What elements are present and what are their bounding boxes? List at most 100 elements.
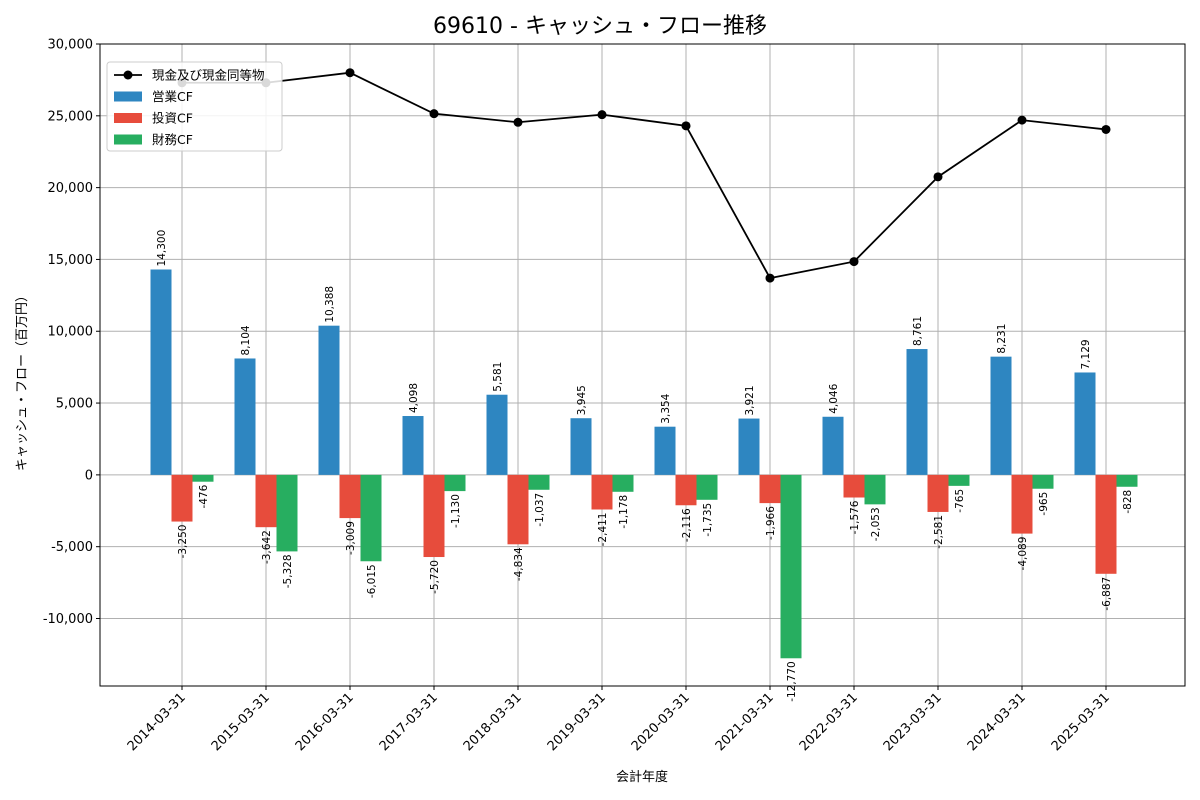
bar-value-label: -6,887 [1101,577,1113,611]
y-tick-label: 10,000 [48,325,94,340]
x-tick-label: 2022-03-31 [797,690,861,754]
cash-point [429,109,439,119]
bar-value-label: 8,231 [996,324,1008,354]
bar [486,394,508,475]
legend-swatch [114,91,142,102]
bar [696,474,718,500]
cash-point [1017,115,1027,125]
x-tick-label: 2016-03-31 [293,690,357,754]
bar [171,474,193,522]
legend-label: 現金及び現金同等物 [152,68,265,83]
bar-value-label: -3,642 [261,530,273,564]
bar-value-label: 3,921 [744,385,756,415]
bar-value-label: -2,116 [681,508,693,542]
cash-point [1101,124,1111,134]
bar-value-label: -828 [1122,490,1134,514]
legend-label: 営業CF [152,89,193,104]
bar [591,474,613,510]
cash-point [513,117,523,127]
bar [234,358,256,475]
bar-value-label: -12,770 [786,661,798,702]
legend-label: 投資CF [152,111,193,126]
bar [759,474,781,504]
bar [843,474,865,498]
y-tick-label: 20,000 [48,181,94,196]
y-tick-label: 0 [85,468,93,483]
bar-value-label: 10,388 [324,286,336,323]
bar [1116,474,1138,487]
cash-line [182,71,1107,280]
bar [948,474,970,486]
legend-marker [123,70,133,80]
x-tick-label: 2018-03-31 [461,690,525,754]
y-tick-label: 5,000 [56,397,93,412]
bar-value-label: -5,720 [429,560,441,594]
cash-point [765,273,775,283]
bar-value-label: -1,130 [450,494,462,528]
bar-series [150,269,1138,659]
bar [1095,474,1117,574]
x-tick-label: 2023-03-31 [881,690,945,754]
bar-value-label: -3,009 [345,521,357,555]
bar [927,474,949,512]
bar [360,474,382,562]
x-tick-label: 2017-03-31 [377,690,441,754]
bar [675,474,697,506]
legend-swatch [114,134,142,145]
bar [780,474,802,659]
bar-value-label: -2,053 [870,507,882,541]
bar-value-label: -1,735 [702,503,714,537]
bar [423,474,445,558]
y-tick-label: 30,000 [48,38,94,53]
y-tick-label: 25,000 [48,109,94,124]
bar [612,474,634,492]
x-tick-label: 2019-03-31 [545,690,609,754]
x-axis-ticks: 2014-03-31 2015-03-31 2016-03-31 2017-03-31… [125,686,1113,754]
cash-point [345,68,355,78]
bar [1011,474,1033,534]
bar [402,416,424,475]
bar [444,474,466,492]
bar-value-label: 3,354 [660,393,672,423]
bar [822,416,844,475]
bar [1032,474,1054,489]
bar-value-label: 5,581 [492,362,504,392]
bar-value-label: 7,129 [1080,339,1092,369]
bar-value-label: -6,015 [366,564,378,598]
x-tick-label: 2025-03-31 [1049,690,1113,754]
bar-value-label: -1,966 [765,506,777,540]
bar [864,474,886,505]
bar [507,474,529,545]
bar-value-label: -1,037 [534,493,546,527]
x-tick-label: 2021-03-31 [713,690,777,754]
bar-value-label: -476 [198,484,210,508]
bar [906,349,928,475]
bar [276,474,298,552]
bar-value-label: 3,945 [576,385,588,415]
bar-value-label: -965 [1038,492,1050,516]
bar [1074,372,1096,475]
bar [255,474,277,528]
bar [738,418,760,475]
plot-frame [99,43,1186,687]
cash-point [597,110,607,120]
bar [339,474,361,519]
bar-value-label: -1,576 [849,500,861,534]
bar [654,426,676,475]
y-axis-title: キャッシュ・フロー（百万円） [15,289,30,471]
legend-swatch [114,113,142,123]
bar-value-label: -765 [954,489,966,513]
chart-title: 69610 - キャッシュ・フロー推移 [433,14,767,39]
bar-value-label: -4,089 [1017,537,1029,571]
cash-line-series [177,68,1111,283]
bar-value-label: 4,046 [828,383,840,413]
bar [150,269,172,475]
bar [192,474,214,482]
bar-value-label: 4,098 [408,383,420,413]
x-tick-label: 2015-03-31 [209,690,273,754]
bar-value-label: -5,328 [282,554,294,588]
x-tick-label: 2014-03-31 [125,690,189,754]
bar [318,325,340,475]
